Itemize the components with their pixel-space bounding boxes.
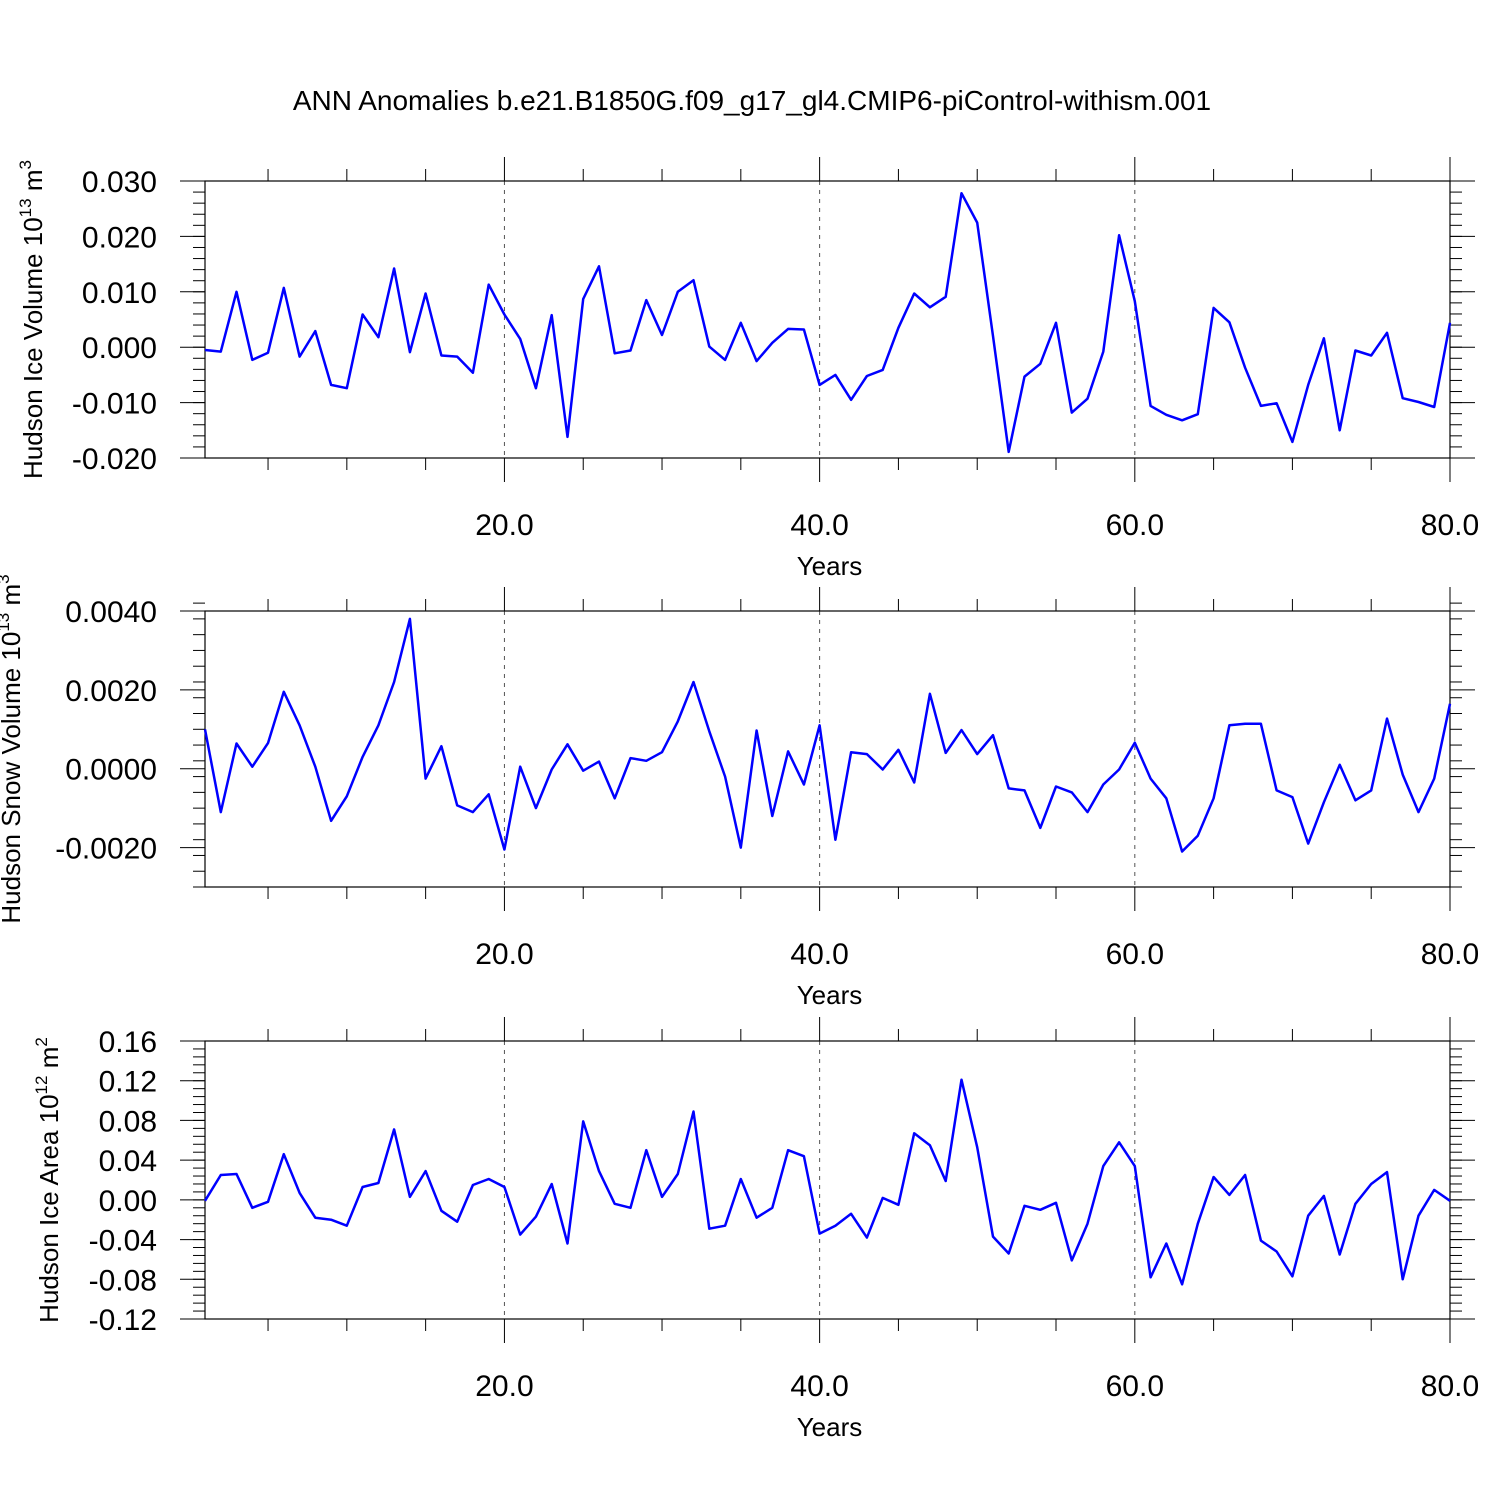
x-tick-label: 60.0	[1106, 1370, 1164, 1403]
figure-title: ANN Anomalies b.e21.B1850G.f09_g17_gl4.C…	[293, 85, 1211, 116]
x-tick-label: 40.0	[790, 938, 848, 971]
y-tick-label: 0.00	[99, 1185, 157, 1218]
series-line-1	[204, 191, 1452, 454]
y-tick-label: 0.0020	[65, 675, 157, 708]
x-tick-label: 60.0	[1106, 938, 1164, 971]
y-tick-label: 0.0040	[65, 596, 157, 629]
x-tick-label: 80.0	[1421, 938, 1479, 971]
y-axis-label: Hudson Snow Volume 1013 m3	[0, 574, 26, 923]
y-tick-label: -0.020	[72, 443, 157, 476]
y-tick-label: 0.010	[82, 277, 157, 310]
series-line-2	[203, 617, 1452, 853]
y-tick-label: -0.08	[89, 1264, 157, 1297]
y-tick-label: 0.020	[82, 221, 157, 254]
plot-frame	[204, 1040, 1451, 1320]
y-tick-label: 0.0000	[65, 754, 157, 787]
x-tick-label: 20.0	[475, 1370, 533, 1403]
panel-3: 20.0 40.0 60.0 80.0 Years -0.12 -0.08 -0.04 0.00…	[32, 1017, 1479, 1442]
y-tick-label: -0.04	[89, 1225, 157, 1258]
series-line-3	[203, 1078, 1451, 1286]
plot-frame	[204, 610, 1451, 888]
plot-frame	[204, 180, 1451, 459]
y-tick-label: 0.16	[99, 1026, 157, 1059]
x-tick-label: 80.0	[1421, 1370, 1479, 1403]
y-tick-label: -0.010	[72, 388, 157, 421]
x-tick-label: 40.0	[790, 509, 848, 542]
x-axis-label: Years	[797, 1412, 863, 1442]
y-tick-label: 0.08	[99, 1105, 157, 1138]
x-tick-label: 60.0	[1106, 509, 1164, 542]
x-axis-label: Years	[797, 551, 863, 581]
y-tick-label: 0.030	[82, 166, 157, 199]
panel-2: 20.0 40.0 60.0 80.0 Years -0.0020 0.0000 0.0020…	[0, 574, 1479, 1010]
panel-1: 20.0 40.0 60.0 80.0 Years -0.020 -0.010 0.000 0.…	[16, 157, 1479, 581]
y-tick-label: -0.0020	[55, 833, 157, 866]
x-tick-label: 20.0	[475, 938, 533, 971]
y-tick-label: -0.12	[89, 1304, 157, 1337]
y-axis-label: Hudson Ice Area 1012 m2	[32, 1037, 64, 1323]
y-axis-label: Hudson Ice Volume 1013 m3	[16, 160, 48, 479]
y-tick-label: 0.12	[99, 1066, 157, 1099]
x-tick-label: 80.0	[1421, 509, 1479, 542]
y-tick-label: 0.000	[82, 332, 157, 365]
x-tick-label: 20.0	[475, 509, 533, 542]
x-axis-label: Years	[797, 980, 863, 1010]
y-tick-label: 0.04	[99, 1145, 157, 1178]
x-tick-label: 40.0	[790, 1370, 848, 1403]
